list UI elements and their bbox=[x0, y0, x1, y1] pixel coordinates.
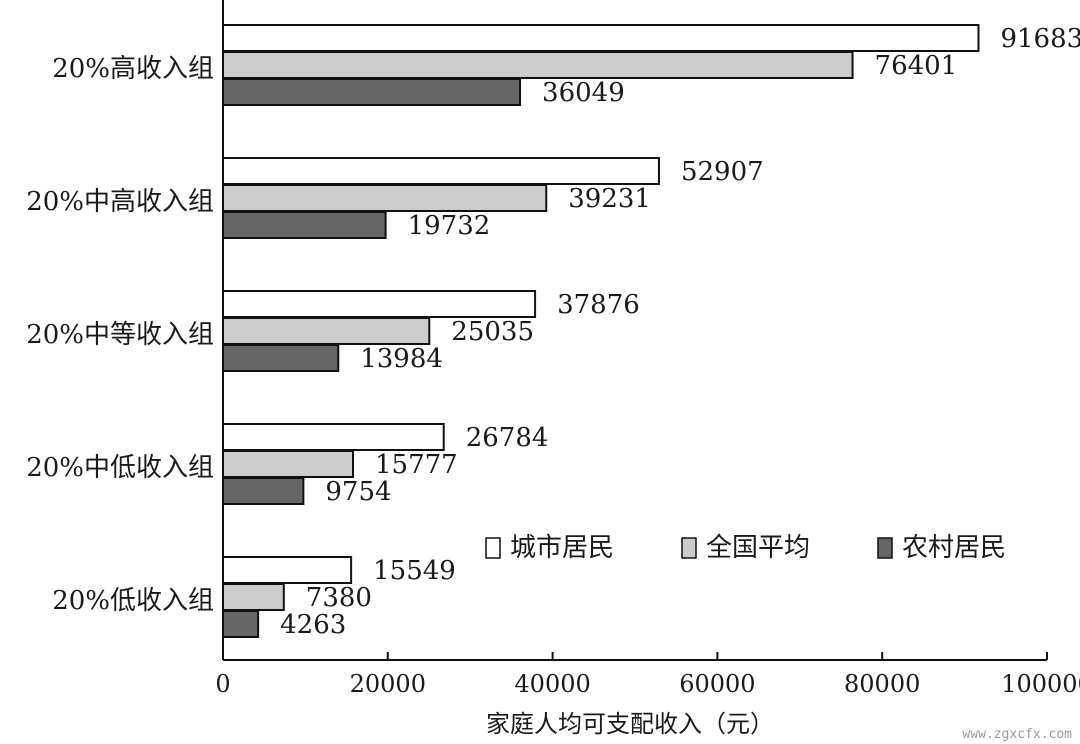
category-label: 20%中高收入组 bbox=[26, 187, 214, 217]
labels-layer: 91683 76401 36049 20%高收入组 52907 39231 19732 20%… bbox=[26, 24, 1080, 640]
bar bbox=[222, 450, 355, 478]
bar bbox=[222, 78, 522, 106]
data-label: 13984 bbox=[360, 344, 443, 374]
bar bbox=[222, 211, 387, 239]
legend-label: 农村居民 bbox=[902, 533, 1006, 563]
legend-label: 全国平均 bbox=[706, 533, 810, 563]
x-tick-label: 20000 bbox=[350, 670, 426, 698]
category-label: 20%高收入组 bbox=[52, 54, 214, 84]
bar bbox=[222, 317, 431, 345]
x-tick-label: 100000 bbox=[1001, 670, 1080, 698]
category-label: 20%中等收入组 bbox=[26, 320, 214, 350]
bar bbox=[222, 51, 854, 79]
legend-label: 城市居民 bbox=[510, 533, 614, 563]
legend-swatch bbox=[877, 537, 893, 559]
data-label: 39231 bbox=[568, 184, 651, 214]
data-label: 26784 bbox=[466, 423, 549, 453]
x-tick-label: 80000 bbox=[844, 670, 920, 698]
legend-swatch bbox=[485, 537, 501, 559]
axes-layer: 0 20000 40000 60000 80000 100000 bbox=[215, 0, 1080, 698]
bar bbox=[222, 290, 537, 318]
data-label: 7380 bbox=[306, 583, 372, 613]
bar bbox=[222, 583, 285, 611]
data-label: 36049 bbox=[542, 78, 625, 108]
legend-swatch bbox=[681, 537, 697, 559]
data-label: 91683 bbox=[1000, 24, 1080, 54]
x-tick-label: 0 bbox=[215, 670, 230, 698]
bar bbox=[222, 344, 340, 372]
data-label: 4263 bbox=[280, 610, 346, 640]
category-label: 20%低收入组 bbox=[52, 586, 214, 616]
data-label: 37876 bbox=[557, 290, 640, 320]
data-label: 19732 bbox=[408, 211, 491, 241]
data-label: 9754 bbox=[325, 477, 391, 507]
x-tick-label: 60000 bbox=[679, 670, 755, 698]
data-label: 76401 bbox=[875, 51, 958, 81]
bar bbox=[222, 610, 260, 638]
x-axis-title: 家庭人均可支配收入（元） bbox=[486, 710, 774, 738]
bar bbox=[222, 477, 305, 505]
bar bbox=[222, 24, 980, 52]
watermark-text: www.zgxcfx.com bbox=[962, 727, 1072, 742]
bar bbox=[222, 157, 660, 185]
x-tick-label: 40000 bbox=[514, 670, 590, 698]
bar bbox=[222, 423, 445, 451]
data-label: 15777 bbox=[375, 450, 458, 480]
category-label: 20%中低收入组 bbox=[26, 453, 214, 483]
data-label: 52907 bbox=[681, 157, 764, 187]
data-label: 25035 bbox=[451, 317, 534, 347]
bar bbox=[222, 556, 353, 584]
data-label: 15549 bbox=[373, 556, 456, 586]
bars-layer bbox=[222, 24, 980, 638]
bar bbox=[222, 184, 548, 212]
legend: 城市居民 全国平均 农村居民 bbox=[485, 533, 1006, 563]
